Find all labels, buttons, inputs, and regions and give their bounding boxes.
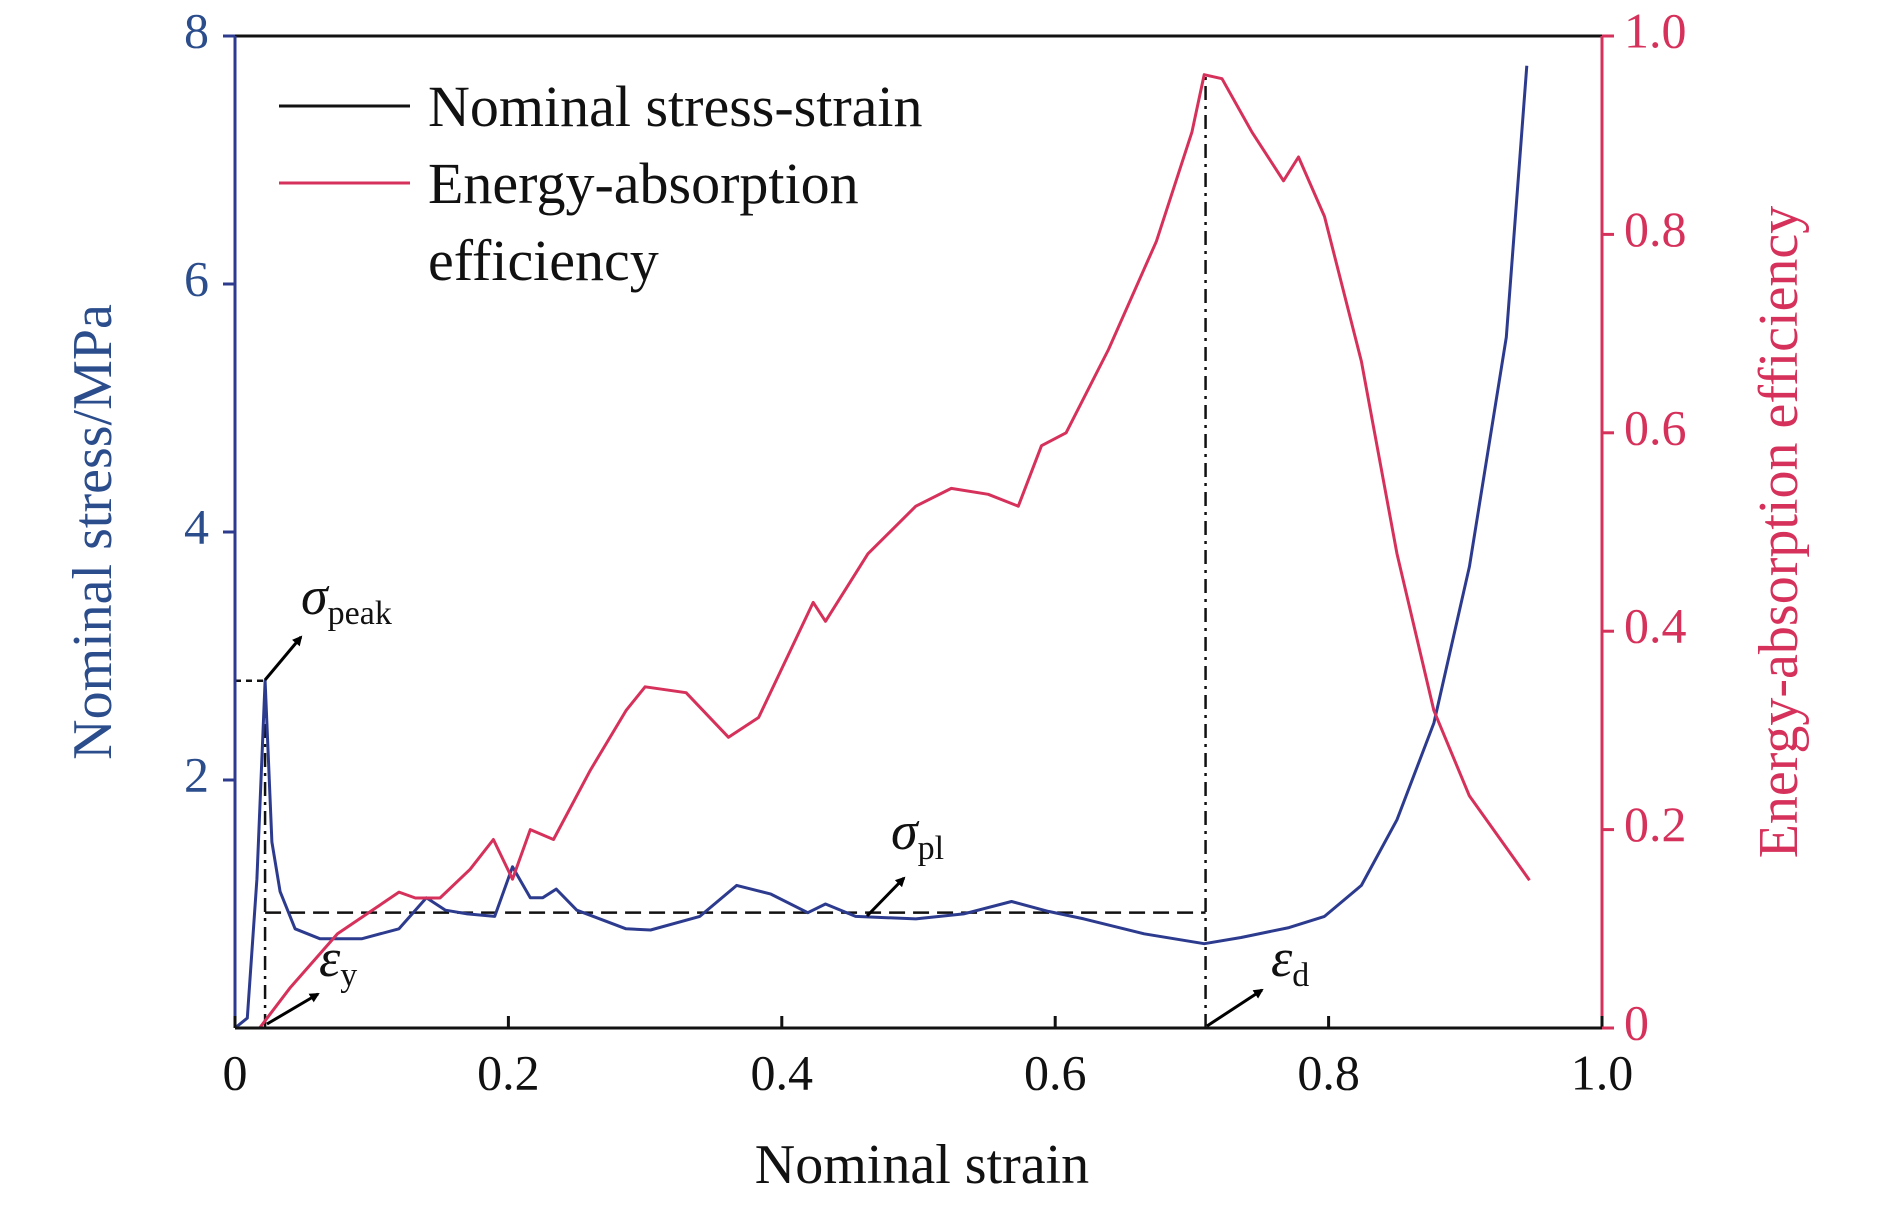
x-tick-label: 0: [223, 1044, 248, 1100]
legend-label: Nominal stress-strain: [428, 74, 923, 139]
annotation-subscript: y: [340, 957, 357, 994]
annotation-subscript: d: [1292, 957, 1309, 994]
y-tick-label: 4: [184, 498, 209, 554]
arrow: [263, 635, 303, 681]
y2-tick-label: 0.4: [1624, 598, 1687, 654]
annotation: εd: [1271, 928, 1309, 993]
annotation-symbol: ε: [319, 928, 341, 988]
annotation: εy: [319, 928, 357, 993]
x-tick-label: 0.2: [477, 1044, 540, 1100]
annotation-arrows: [263, 635, 1264, 1028]
legend-label: Energy-absorption efficiency: [428, 151, 859, 293]
annotation-subscript: peak: [328, 595, 392, 632]
arrow: [865, 876, 906, 918]
y2-tick-label: 0.2: [1624, 796, 1687, 852]
y-tick-label: 8: [184, 2, 209, 58]
y2-tick-label: 1.0: [1624, 2, 1687, 58]
y2-tick-label: 0: [1624, 994, 1649, 1050]
annotation-subscript: pl: [918, 830, 944, 867]
annotation: σpeak: [301, 566, 392, 631]
x-tick-label: 0.6: [1024, 1044, 1087, 1100]
x-axis-title: Nominal strain: [755, 1134, 1089, 1196]
x-tick-label: 1.0: [1571, 1044, 1634, 1100]
arrow: [1206, 988, 1264, 1028]
y2-tick-label: 0.6: [1624, 399, 1687, 455]
series-line: [234, 65, 1529, 1030]
arrow: [266, 992, 320, 1026]
y2-axis-title: Energy-absorption efficiency: [1748, 206, 1810, 859]
x-tick-label: 0.4: [751, 1044, 814, 1100]
y-axis-title: Nominal stress/MPa: [62, 304, 124, 760]
y2-tick-label: 0.8: [1624, 201, 1687, 257]
y-tick-label: 6: [184, 250, 209, 306]
annotation: σpl: [891, 801, 944, 866]
annotation-symbol: σ: [891, 801, 920, 861]
x-tick-label: 0.8: [1297, 1044, 1360, 1100]
annotation-symbol: σ: [301, 566, 330, 626]
y-tick-label: 2: [184, 746, 209, 802]
annotation-symbol: ε: [1271, 928, 1293, 988]
series-line: [258, 73, 1531, 1029]
